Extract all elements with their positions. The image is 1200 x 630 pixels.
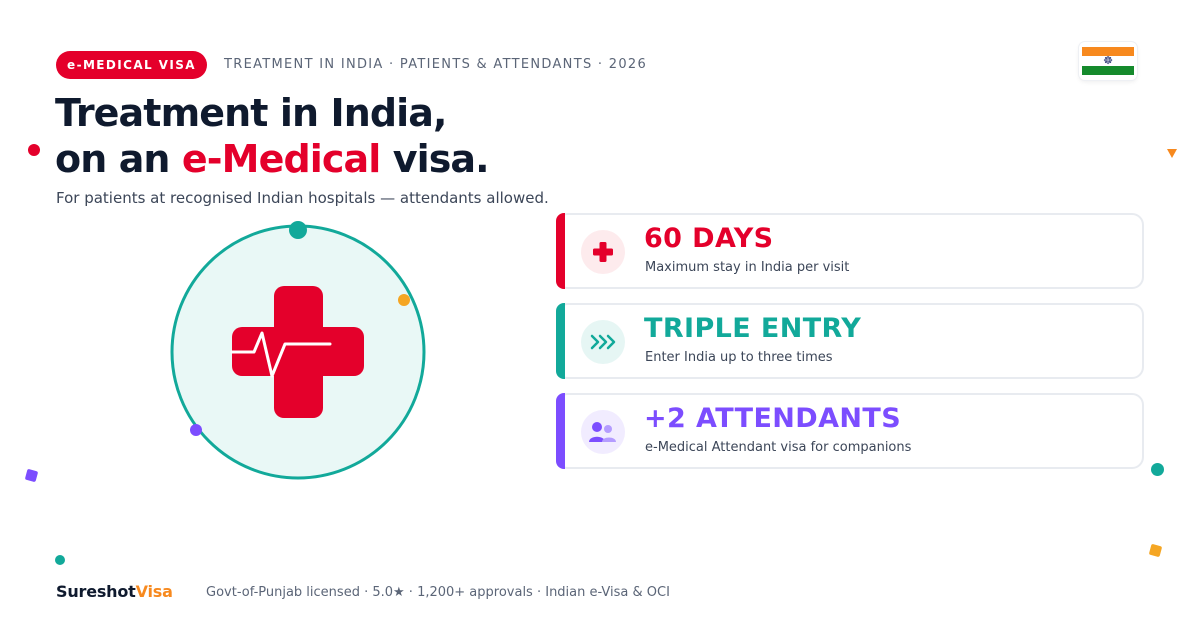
title-accent: e-Medical bbox=[181, 137, 381, 181]
card-accent-bar bbox=[556, 393, 565, 469]
card-headline: 60 DAYS bbox=[644, 223, 774, 254]
confetti-square-purple bbox=[24, 468, 39, 483]
card-description: e-Medical Attendant visa for companions bbox=[645, 440, 912, 455]
india-flag-icon: ☸ bbox=[1079, 42, 1137, 80]
confetti-dot-teal bbox=[1151, 463, 1164, 476]
confetti-dot-teal-small bbox=[55, 555, 65, 565]
title-line-2-post: visa. bbox=[380, 137, 490, 181]
brand-logo[interactable]: SureshotVisa bbox=[56, 582, 173, 601]
card-headline: TRIPLE ENTRY bbox=[644, 313, 862, 344]
red-cross-icon bbox=[232, 286, 364, 418]
confetti-square-orange bbox=[1148, 543, 1163, 558]
page-title: Treatment in India, on an e-Medical visa… bbox=[55, 90, 490, 182]
visa-type-badge: e-MEDICAL VISA bbox=[56, 51, 207, 79]
brand-name-part-1: Sureshot bbox=[56, 582, 136, 601]
confetti-triangle-orange bbox=[1167, 149, 1177, 158]
orbit-dot-purple bbox=[190, 424, 202, 436]
flag-green-band bbox=[1082, 66, 1134, 75]
people-icon bbox=[581, 410, 625, 454]
heartbeat-line-icon bbox=[230, 331, 332, 378]
card-accent-bar bbox=[556, 303, 565, 379]
triple-chevron-icon bbox=[581, 320, 625, 364]
orbit-dot-orange bbox=[398, 294, 410, 306]
card-description: Enter India up to three times bbox=[645, 350, 833, 365]
brand-name-part-2: Visa bbox=[135, 582, 173, 601]
orbit-dot-teal bbox=[289, 221, 307, 239]
title-line-1: Treatment in India, bbox=[55, 91, 447, 135]
card-description: Maximum stay in India per visit bbox=[645, 260, 850, 275]
feature-card-entries: TRIPLE ENTRY Enter India up to three tim… bbox=[556, 303, 1144, 379]
eyebrow-text: TREATMENT IN INDIA · PATIENTS & ATTENDAN… bbox=[224, 57, 648, 72]
feature-card-stay-duration: 60 DAYS Maximum stay in India per visit bbox=[556, 213, 1144, 289]
medical-cross-illustration bbox=[170, 221, 426, 480]
subtitle: For patients at recognised Indian hospit… bbox=[56, 189, 549, 207]
flag-white-band bbox=[1082, 57, 1134, 66]
card-headline: +2 ATTENDANTS bbox=[644, 403, 902, 434]
ashoka-chakra-icon: ☸ bbox=[1103, 54, 1113, 67]
title-line-2-pre: on an bbox=[55, 137, 182, 181]
confetti-dot-red bbox=[28, 144, 40, 156]
footer-credentials: Govt-of-Punjab licensed · 5.0★ · 1,200+ … bbox=[206, 585, 670, 600]
card-accent-bar bbox=[556, 213, 565, 289]
medical-cross-icon bbox=[581, 230, 625, 274]
feature-card-attendants: +2 ATTENDANTS e-Medical Attendant visa f… bbox=[556, 393, 1144, 469]
flag-saffron-band bbox=[1082, 47, 1134, 56]
